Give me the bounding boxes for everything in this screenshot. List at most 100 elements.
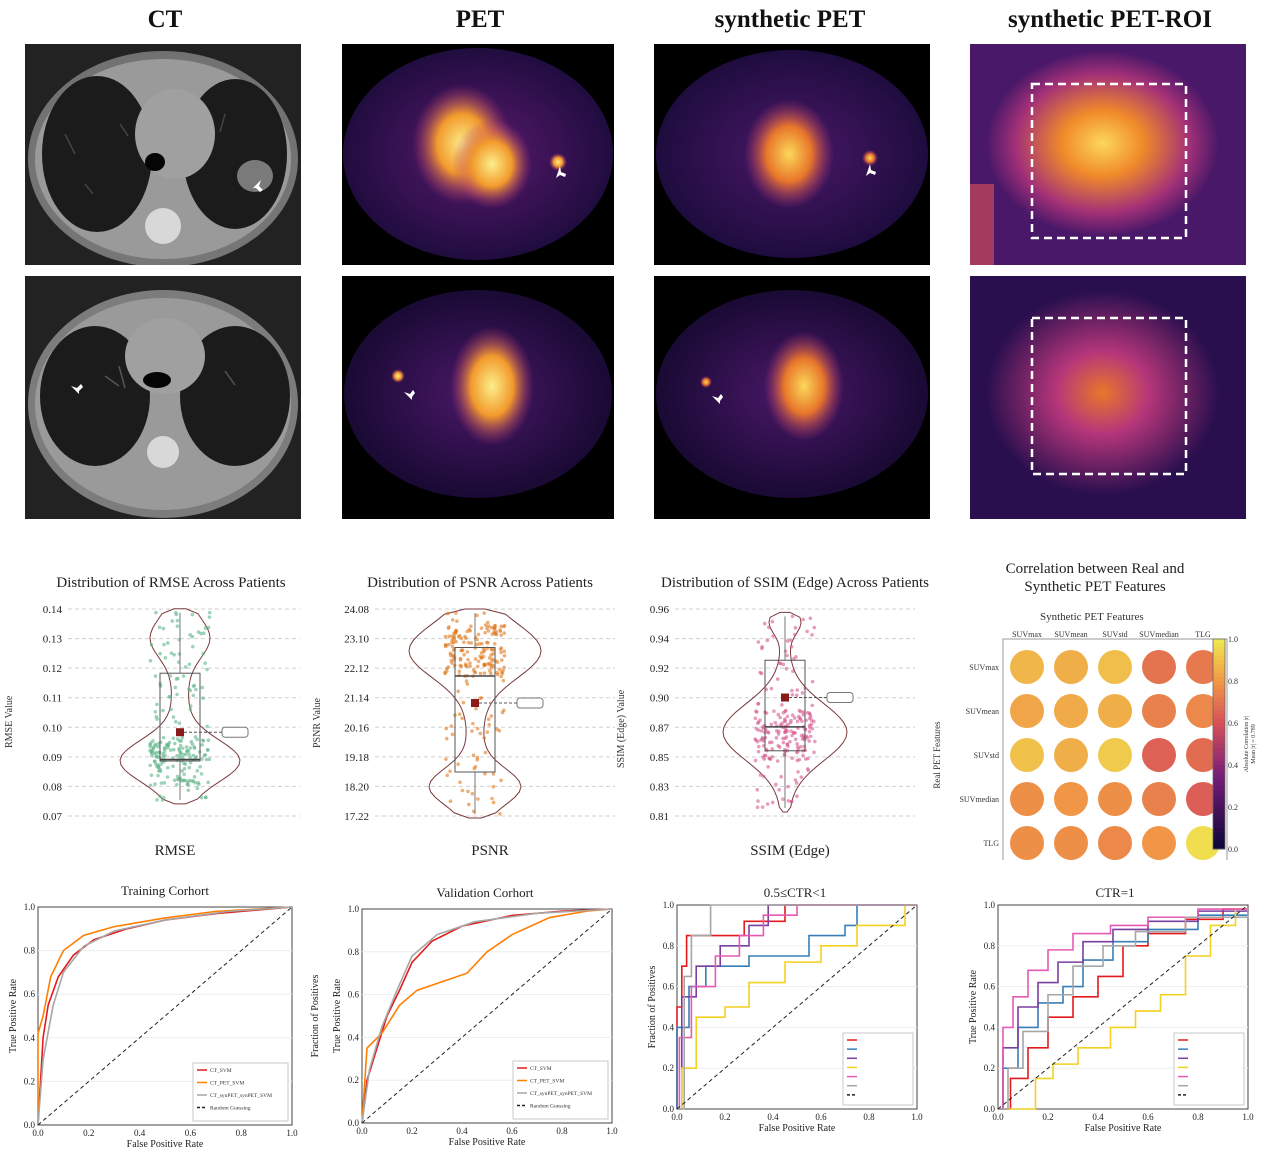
colorbar-segment — [1213, 643, 1225, 648]
data-point — [181, 674, 186, 678]
data-point — [489, 663, 494, 667]
heatmap-cell — [1054, 694, 1088, 728]
data-point — [190, 644, 195, 649]
data-point — [786, 784, 790, 789]
y-tick-label: 0.4 — [348, 1032, 360, 1042]
data-point — [501, 678, 506, 683]
data-point — [445, 773, 449, 778]
colorbar-segment — [1213, 639, 1225, 644]
data-point — [813, 739, 817, 744]
x-tick-label: 0.6 — [815, 1112, 827, 1122]
mean-marker — [781, 693, 789, 702]
colorbar-tick: 1.0 — [1228, 635, 1238, 644]
data-point — [205, 667, 209, 672]
data-point — [186, 788, 191, 793]
heatmap-cell — [1142, 826, 1176, 860]
data-point — [150, 748, 155, 752]
data-point — [183, 752, 188, 757]
data-point — [155, 798, 159, 802]
heatmap-cell — [1098, 826, 1132, 860]
colorbar-segment — [1213, 752, 1225, 758]
data-point — [807, 729, 812, 734]
data-point — [756, 744, 761, 749]
x-tick-label: 1.0 — [286, 1128, 298, 1138]
data-point — [177, 739, 182, 743]
data-point — [499, 624, 503, 629]
data-point — [154, 750, 158, 755]
data-point — [468, 661, 472, 665]
y-tick-label: 0.0 — [24, 1120, 36, 1130]
data-point — [204, 757, 209, 762]
data-point — [148, 783, 153, 788]
data-point — [762, 621, 767, 626]
data-point — [458, 663, 462, 668]
data-point — [155, 717, 159, 721]
data-point — [807, 716, 812, 721]
data-point — [188, 704, 193, 708]
data-point — [206, 738, 211, 743]
data-point — [499, 633, 504, 637]
data-point — [466, 657, 470, 662]
data-point — [471, 721, 475, 726]
roc-curve — [677, 904, 917, 1110]
colorbar-segment — [1213, 735, 1225, 741]
violin-rmse-xlabel: RMSE — [154, 843, 196, 859]
y-tick-label: 0.10 — [43, 722, 63, 734]
data-point — [791, 669, 795, 673]
heatmap-cell — [1010, 650, 1044, 684]
data-point — [178, 743, 183, 748]
data-point — [495, 670, 499, 675]
arrow-icon — [404, 390, 415, 400]
data-point — [201, 651, 206, 656]
data-point — [186, 780, 191, 784]
data-point — [169, 651, 174, 655]
colorbar-segment — [1213, 655, 1225, 661]
data-point — [469, 624, 473, 629]
data-point — [498, 812, 502, 816]
y-tick-label: 1.0 — [663, 900, 675, 910]
data-point — [800, 691, 805, 695]
data-point — [449, 724, 454, 728]
data-point — [499, 658, 504, 662]
data-point — [812, 625, 817, 630]
roc-curve — [997, 904, 1249, 1110]
heatmap-cell — [1054, 650, 1088, 684]
y-tick-label: 0.2 — [24, 1076, 35, 1086]
roc-curve — [361, 908, 613, 1124]
data-point — [153, 742, 158, 747]
data-point — [167, 694, 171, 699]
data-point — [173, 719, 178, 724]
data-point — [165, 775, 170, 779]
pet-image-top — [342, 44, 614, 265]
data-point — [483, 771, 487, 776]
data-point — [805, 736, 810, 740]
colorbar-segment — [1213, 828, 1225, 833]
data-point — [780, 703, 784, 707]
data-point — [207, 757, 212, 762]
y-tick-label: 0.6 — [663, 982, 675, 992]
heatmap-cell — [1186, 694, 1220, 728]
y-tick-label: 18.20 — [344, 781, 369, 793]
y-tick-label: 23.10 — [344, 634, 369, 646]
header-pet: PET — [455, 6, 505, 33]
data-point — [756, 701, 761, 706]
y-tick-label: 0.83 — [650, 781, 670, 793]
heatmap-x-label: SUVmean — [1054, 630, 1087, 639]
heatmap-x-label: SUVstd — [1102, 630, 1127, 639]
data-point — [475, 642, 479, 647]
data-point — [457, 633, 462, 638]
data-point — [495, 660, 500, 664]
y-tick-label: 0.8 — [348, 947, 360, 957]
data-point — [463, 662, 468, 666]
colorbar-segment — [1213, 706, 1225, 711]
data-point — [187, 687, 191, 691]
x-tick-label: 0.0 — [356, 1126, 368, 1136]
data-point — [498, 629, 503, 633]
x-tick-label: 0.2 — [719, 1112, 730, 1122]
data-point — [153, 782, 157, 786]
data-point — [483, 750, 488, 755]
data-point — [463, 634, 467, 639]
data-point — [156, 773, 160, 778]
y-tick-label: 0.8 — [663, 941, 675, 951]
data-point — [157, 625, 162, 630]
